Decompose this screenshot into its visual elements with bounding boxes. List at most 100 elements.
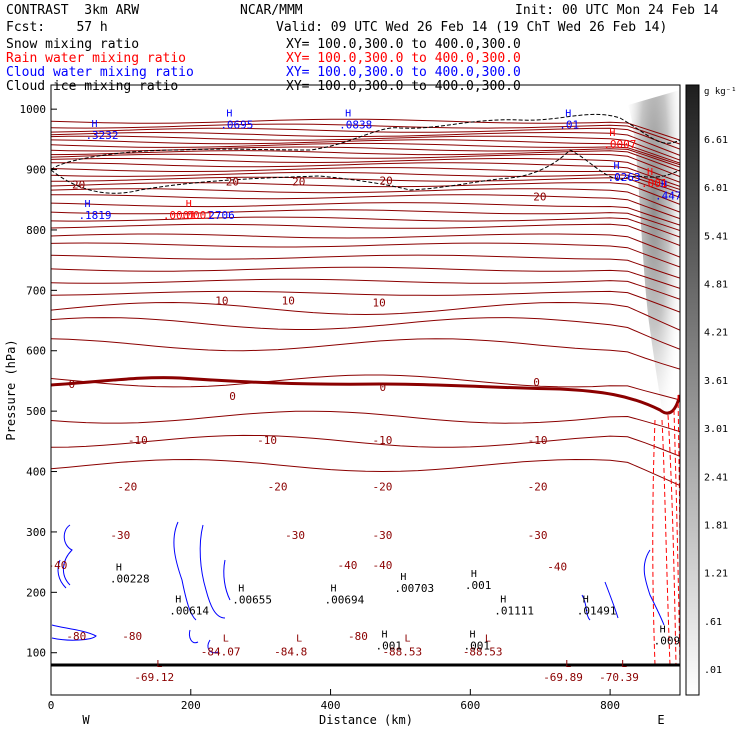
field-rain-name: Rain water mixing ratio (6, 51, 187, 66)
field-snow-xy: XY= 100.0,300.0 to 400.0,300.0 (286, 37, 521, 52)
isotherm-line (51, 209, 680, 231)
y-tick-label: 300 (26, 526, 46, 539)
colorbar-unit: g kg⁻¹ (704, 87, 737, 97)
field-rain-xy: XY= 100.0,300.0 to 400.0,300.0 (286, 51, 521, 66)
isotherm-line (51, 278, 680, 300)
model-name: CONTRAST 3km ARW (6, 3, 140, 18)
isotherm-line (51, 182, 680, 205)
plot-area: -80 -80 -80 -40 -40 -40 -40 -30 -30 -30 -30 -20 -20 -… (48, 90, 680, 684)
isotherm-line (51, 131, 680, 156)
isotherm-line (51, 171, 680, 194)
isotherm-label: 0 (229, 390, 236, 403)
extrema-marker: L (621, 659, 627, 670)
isotherm-label: -40 (338, 559, 358, 572)
snow-value-label: .00228 (110, 572, 150, 585)
cloud-water-contour (63, 524, 73, 586)
x-axis-title: Distance (km) (319, 713, 413, 727)
cloud-water-high-marker: H (661, 180, 667, 191)
cloud-water-high-marker: H (614, 161, 620, 172)
cloud-water-value-label: .0263 (608, 171, 641, 184)
isotherm-label: -20 (372, 481, 392, 494)
cloud-water-value-label: .0838 (339, 118, 372, 131)
isotherm-label: 10 (282, 295, 295, 308)
snow-high-marker: H (500, 594, 506, 605)
snow-high-marker: H (116, 562, 122, 573)
cloud-water-value-label: .3232 (85, 129, 118, 142)
y-tick-label: 200 (26, 586, 46, 599)
rain-water-contour (652, 419, 656, 666)
isotherm-label: 20 (379, 174, 392, 187)
x-axis-east-label: E (657, 713, 664, 727)
field-cloud-water-name: Cloud water mixing ratio (6, 65, 194, 80)
rain-high-marker: H (609, 128, 615, 139)
isotherm-line (51, 233, 680, 258)
isotherm-label: -80 (122, 630, 142, 643)
isotherm-line (51, 301, 680, 331)
colorbar (685, 84, 700, 696)
rain-water-contour (667, 414, 677, 666)
colorbar-level: 5.41 (704, 231, 728, 242)
y-tick-label: 400 (26, 466, 46, 479)
snow-high-marker: H (471, 569, 477, 580)
isotherm-label: -20 (528, 481, 548, 494)
extrema-value: -88.53 (382, 646, 422, 659)
cloud-water-contour (223, 559, 231, 601)
snow-value-label: .001 (375, 639, 402, 652)
isotherm-label: -10 (257, 434, 277, 447)
rain-value-label: .0007 (603, 138, 636, 151)
colorbar-level: 1.81 (704, 520, 728, 531)
isotherm-line (51, 374, 680, 401)
isotherm-line (51, 139, 680, 164)
isotherm-line (51, 202, 680, 226)
overlapping-value-label: 2706 (208, 209, 235, 222)
isotherm-lines (51, 118, 680, 487)
cloud-water-contour (643, 549, 665, 626)
isotherm-label: -40 (48, 559, 68, 572)
plot-frame (50, 84, 681, 696)
isotherm-label: -20 (268, 481, 288, 494)
cloud-water-contour (57, 559, 67, 589)
rain-value-label: .0001 (180, 209, 213, 222)
isotherm-label: -40 (547, 560, 567, 573)
extrema-value: -88.53 (463, 646, 503, 659)
isotherm-label: -20 (117, 481, 137, 494)
y-tick-label: 500 (26, 405, 46, 418)
cloud-water-high-marker: H (84, 199, 90, 210)
colorbar-levels: .01 .61 1.21 1.81 2.41 3.01 3.61 4.21 4.81 5.41 6.… (704, 135, 728, 676)
isotherm-label: 20 (226, 176, 239, 189)
zero-degree-isotherm (51, 376, 680, 415)
organization-label: NCAR/MMM (240, 3, 303, 18)
colorbar-level: 3.61 (704, 376, 728, 387)
snow-high-marker: H (238, 584, 244, 595)
snow-value-label: .01491 (577, 604, 617, 617)
snow-value-label: .001 (464, 639, 491, 652)
isotherm-line (51, 290, 680, 313)
isotherm-line (51, 158, 680, 183)
x-axis-west-label: W (82, 713, 90, 727)
isotherm-line (51, 146, 680, 168)
y-tick-label: 600 (26, 345, 46, 358)
isotherm-label: -80 (66, 630, 86, 643)
cloud-water-high-marker: H (226, 108, 232, 119)
snow-high-marker: H (660, 625, 666, 636)
isotherm-label: 20 (72, 179, 85, 192)
rain-water-contour (661, 419, 671, 666)
isotherm-label: -30 (110, 529, 130, 542)
cloud-water-contour (51, 624, 97, 641)
cloud-water-value-label: .0695 (220, 118, 253, 131)
cloud-water-high-marker: H (345, 108, 351, 119)
isotherm-label: 0 (533, 376, 540, 389)
isotherm-line (51, 167, 680, 190)
colorbar-level: 1.21 (704, 569, 728, 580)
cloud-water-contour (604, 581, 619, 619)
cloud-water-value-label: .1819 (78, 209, 111, 222)
isotherm-line (51, 458, 680, 487)
snow-value-label: .01111 (494, 604, 534, 617)
cloud-water-contour (189, 629, 199, 644)
extrema-marker: L (565, 659, 571, 670)
isotherm-label: 0 (379, 381, 386, 394)
extrema-marker: L (296, 634, 302, 645)
rain-value-label: .001 (641, 177, 668, 190)
x-tick-label: 600 (460, 699, 480, 712)
